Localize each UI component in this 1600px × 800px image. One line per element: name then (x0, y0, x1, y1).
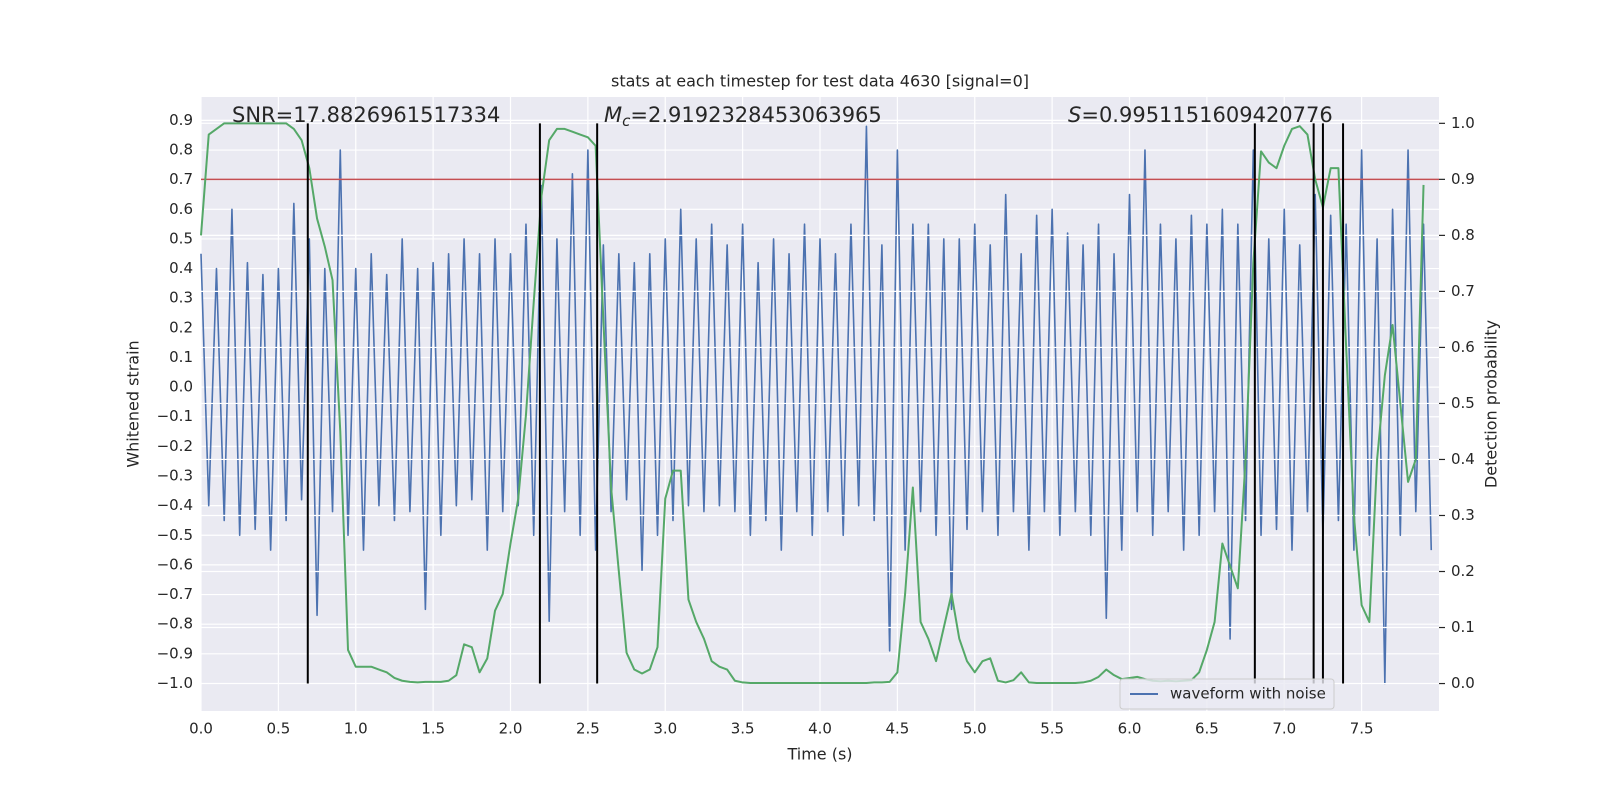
y2-axis-label: Detection probability (1482, 320, 1501, 488)
y-tick-label: −0.7 (157, 585, 193, 603)
y-tick-label: −0.5 (157, 526, 193, 544)
y-tick-label: −0.6 (157, 555, 193, 573)
y2-tick-label: 0.9 (1451, 170, 1475, 188)
x-tick-label: 1.5 (421, 720, 445, 738)
y-tick-label: 0.7 (169, 170, 193, 188)
y-tick-label: 0.2 (169, 318, 193, 336)
x-tick-label: 2.0 (499, 720, 523, 738)
x-tick-label: 2.5 (576, 720, 600, 738)
y-tick-label: 0.9 (169, 111, 193, 129)
x-tick-label: 4.5 (885, 720, 909, 738)
y2-tick-label: 1.0 (1451, 114, 1475, 132)
x-tick-label: 0.0 (189, 720, 213, 738)
y-tick-label: 0.8 (169, 141, 193, 159)
annotation-text: SNR=17.8826961517334 (232, 103, 500, 127)
probability-line (200, 122, 1425, 684)
x-tick-label: 1.0 (344, 720, 368, 738)
x-tick-label: 4.0 (808, 720, 832, 738)
annotation: S=0.9951151609420776 (1068, 103, 1333, 127)
y-tick-label: 0.4 (169, 259, 193, 277)
legend-label: waveform with noise (1170, 685, 1326, 703)
annotation: Mc=2.9192328453063965 (604, 103, 882, 130)
annotation-symbol: M (604, 103, 622, 127)
y-tick-label: 0.1 (169, 348, 193, 366)
annotation-symbol: S (1068, 103, 1081, 127)
y2-tick-label: 0.2 (1451, 562, 1475, 580)
y-tick-label: −0.8 (157, 615, 193, 633)
y-tick-label: −0.2 (157, 437, 193, 455)
y-tick-label: −1.0 (157, 674, 193, 692)
y-tick-label: −0.9 (157, 644, 193, 662)
y-tick-label: 0.6 (169, 200, 193, 218)
annotation-subscript: c (622, 112, 631, 130)
y-tick-label: −0.3 (157, 467, 193, 485)
y2-tick-label: 0.7 (1451, 282, 1475, 300)
y-tick-label: −0.4 (157, 496, 193, 514)
y-tick-label: 0.3 (169, 289, 193, 307)
waveform-line (200, 125, 1433, 685)
y-axis-label: Whitened strain (124, 340, 143, 467)
y2-tick-label: 0.6 (1451, 338, 1475, 356)
y-tick-label: 0.0 (169, 378, 193, 396)
x-tick-label: 7.0 (1272, 720, 1296, 738)
x-tick-label: 5.5 (1040, 720, 1064, 738)
y2-tick-label: 0.5 (1451, 394, 1475, 412)
y-tick-label: −0.1 (157, 407, 193, 425)
x-axis-label: Time (s) (786, 745, 852, 764)
x-tick-label: 7.5 (1350, 720, 1374, 738)
x-tick-label: 5.0 (963, 720, 987, 738)
y-tick-label: 0.5 (169, 229, 193, 247)
x-tick-label: 3.5 (731, 720, 755, 738)
chart-title: stats at each timestep for test data 463… (611, 72, 1029, 91)
x-tick-label: 3.0 (653, 720, 677, 738)
y2-tick-label: 0.8 (1451, 226, 1475, 244)
y2-tick-label: 0.1 (1451, 618, 1475, 636)
x-tick-label: 6.0 (1118, 720, 1142, 738)
legend-box (1119, 678, 1335, 710)
x-tick-label: 0.5 (266, 720, 290, 738)
annotation-text: =2.9192328453063965 (630, 103, 881, 127)
y2-tick-label: 0.4 (1451, 450, 1475, 468)
annotation: SNR=17.8826961517334 (232, 103, 500, 127)
x-tick-label: 6.5 (1195, 720, 1219, 738)
y2-tick-label: 0.3 (1451, 506, 1475, 524)
y2-tick-label: 0.0 (1451, 674, 1475, 692)
annotation-text: =0.9951151609420776 (1081, 103, 1332, 127)
